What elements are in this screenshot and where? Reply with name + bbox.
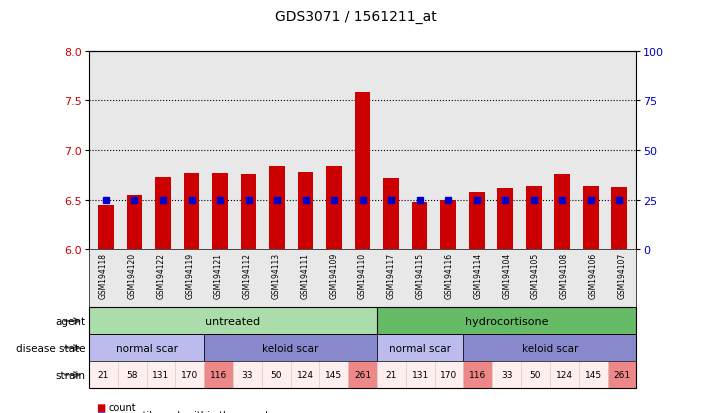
Text: normal scar: normal scar xyxy=(389,343,451,353)
Bar xyxy=(212,173,228,250)
Text: keloid scar: keloid scar xyxy=(262,343,319,353)
Text: GSM194105: GSM194105 xyxy=(531,252,540,298)
Bar xyxy=(440,200,456,250)
Text: strain: strain xyxy=(55,370,85,380)
Text: GSM194104: GSM194104 xyxy=(502,252,511,298)
Text: GSM194111: GSM194111 xyxy=(301,252,309,298)
Text: 50: 50 xyxy=(270,370,282,379)
Text: 21: 21 xyxy=(97,370,109,379)
Bar xyxy=(155,178,171,250)
Text: GSM194114: GSM194114 xyxy=(474,252,482,298)
Text: 50: 50 xyxy=(530,370,541,379)
Text: ■: ■ xyxy=(96,410,105,413)
Text: 145: 145 xyxy=(584,370,602,379)
Text: GSM194118: GSM194118 xyxy=(99,252,108,298)
Text: 116: 116 xyxy=(210,370,227,379)
Text: GSM194122: GSM194122 xyxy=(156,252,166,298)
Bar xyxy=(241,175,257,250)
Text: 116: 116 xyxy=(469,370,486,379)
Bar xyxy=(497,188,513,250)
Text: 124: 124 xyxy=(296,370,314,379)
Text: 170: 170 xyxy=(440,370,458,379)
Bar xyxy=(98,205,114,250)
Text: GSM194117: GSM194117 xyxy=(387,252,396,298)
Text: GSM194116: GSM194116 xyxy=(444,252,454,298)
Text: untreated: untreated xyxy=(205,316,260,326)
Bar xyxy=(127,195,142,250)
Bar xyxy=(183,173,199,250)
Text: GSM194115: GSM194115 xyxy=(416,252,424,298)
Bar xyxy=(326,166,342,250)
Text: agent: agent xyxy=(55,316,85,326)
Text: GSM194121: GSM194121 xyxy=(214,252,223,298)
Text: 261: 261 xyxy=(614,370,631,379)
Text: 58: 58 xyxy=(127,370,138,379)
Bar xyxy=(412,202,427,250)
Bar xyxy=(355,93,370,250)
Text: 21: 21 xyxy=(386,370,397,379)
Text: hydrocortisone: hydrocortisone xyxy=(465,316,548,326)
Text: GSM194109: GSM194109 xyxy=(329,252,338,298)
Text: percentile rank within the sample: percentile rank within the sample xyxy=(109,410,274,413)
Bar xyxy=(583,186,599,250)
Text: GDS3071 / 1561211_at: GDS3071 / 1561211_at xyxy=(274,10,437,24)
Bar xyxy=(526,186,542,250)
Text: 261: 261 xyxy=(354,370,371,379)
Text: GSM194120: GSM194120 xyxy=(127,252,137,298)
Text: 33: 33 xyxy=(242,370,253,379)
Text: 145: 145 xyxy=(325,370,343,379)
Text: 131: 131 xyxy=(412,370,429,379)
Bar xyxy=(269,166,285,250)
Bar xyxy=(469,192,484,250)
Text: GSM194113: GSM194113 xyxy=(272,252,281,298)
Text: 124: 124 xyxy=(556,370,573,379)
Text: normal scar: normal scar xyxy=(115,343,178,353)
Text: GSM194108: GSM194108 xyxy=(560,252,569,298)
Bar xyxy=(298,173,314,250)
Text: 33: 33 xyxy=(501,370,513,379)
Text: GSM194119: GSM194119 xyxy=(186,252,194,298)
Bar xyxy=(611,188,627,250)
Text: count: count xyxy=(109,402,137,412)
Bar xyxy=(383,178,399,250)
Text: ■: ■ xyxy=(96,402,105,412)
Text: 170: 170 xyxy=(181,370,198,379)
Text: disease state: disease state xyxy=(16,343,85,353)
Text: keloid scar: keloid scar xyxy=(522,343,578,353)
Bar xyxy=(555,175,570,250)
Text: GSM194112: GSM194112 xyxy=(243,252,252,298)
Text: 131: 131 xyxy=(152,370,169,379)
Text: GSM194106: GSM194106 xyxy=(589,252,598,298)
Text: GSM194107: GSM194107 xyxy=(617,252,626,298)
Text: GSM194110: GSM194110 xyxy=(358,252,367,298)
